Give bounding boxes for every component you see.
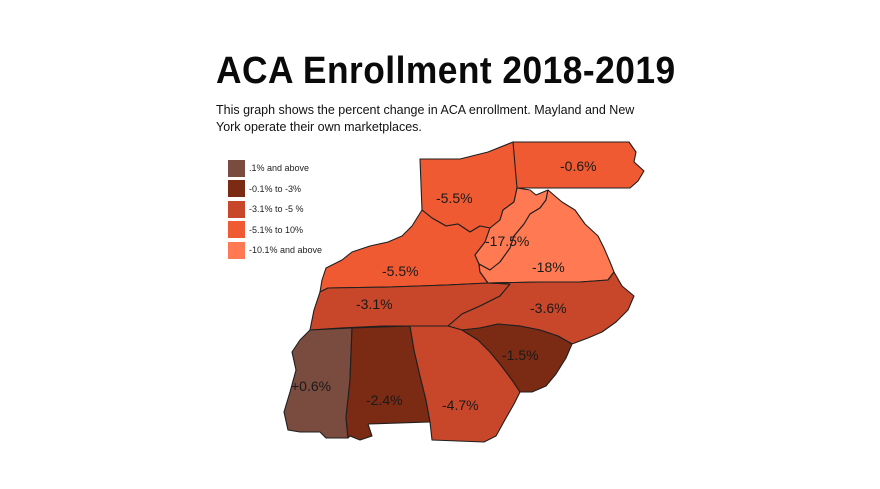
legend-swatch [228,221,245,238]
state-label-south-carolina: -1.5% [502,347,539,363]
legend: .1% and above -0.1% to -3% -3.1% to -5 %… [228,158,322,261]
state-label-kentucky: -5.5% [382,263,419,279]
legend-label: -10.1% and above [249,245,323,255]
state-south-carolina[interactable] [461,323,573,393]
legend-label: .1% and above [249,163,310,173]
state-label-ohio: -5.5% [436,190,473,206]
state-label-north-carolina: -3.6% [530,300,567,316]
legend-swatch [228,241,245,259]
legend-item: -0.1% to -3% [228,179,322,199]
state-label-mississippi: +0.6% [291,378,331,394]
legend-label: -5.1% to 10% [249,224,304,235]
legend-item: .1% and above [228,158,322,178]
state-label-georgia: -4.7% [442,397,479,413]
state-label-west-virginia: -17.5% [485,233,529,249]
legend-swatch [228,159,245,177]
legend-swatch [228,180,245,197]
legend-item: -10.1% and above [228,240,322,260]
state-label-tennessee: -3.1% [356,296,393,312]
legend-item: -5.1% to 10% [228,220,322,240]
legend-swatch [228,200,245,218]
state-label-pennsylvania: -0.6% [560,158,597,174]
legend-item: -3.1% to -5 % [228,199,322,219]
map-title: ACA Enrollment 2018-2019 [216,50,676,92]
legend-label: -0.1% to -3% [249,183,302,194]
state-label-alabama: -2.4% [366,392,403,408]
state-label-virginia: -18% [532,259,565,275]
map-subtitle: This graph shows the percent change in A… [216,103,635,134]
legend-label: -3.1% to -5 % [249,204,304,214]
